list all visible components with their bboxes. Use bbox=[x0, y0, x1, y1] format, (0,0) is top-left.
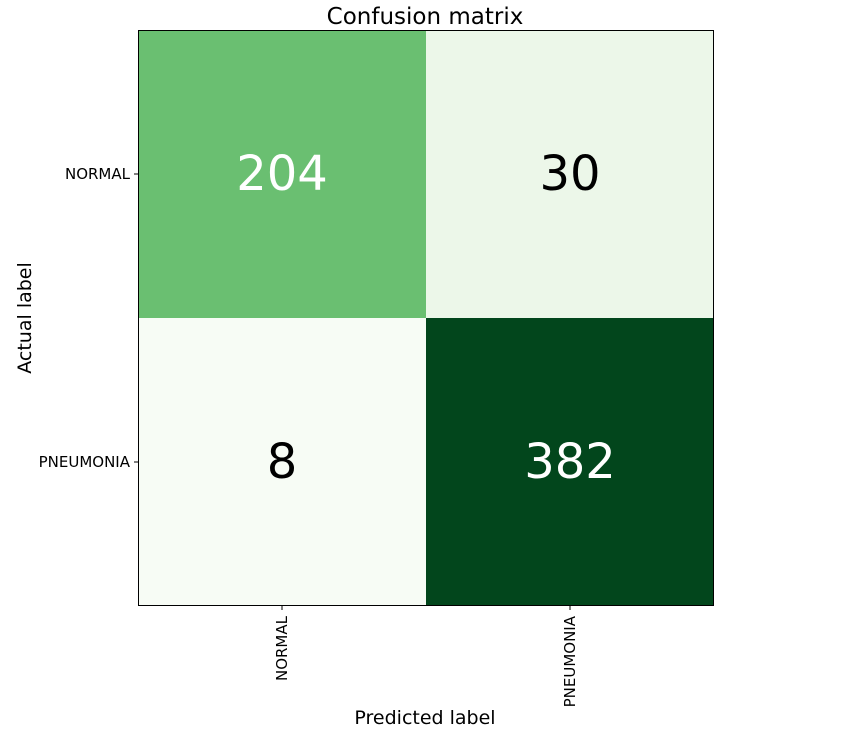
cell-value-0-1: 30 bbox=[539, 146, 600, 202]
y-axis-ticks: NORMAL PNEUMONIA bbox=[39, 165, 138, 471]
plot-frame bbox=[138, 30, 714, 606]
heatmap-cell-0-0 bbox=[138, 30, 426, 318]
cell-value-1-0: 8 bbox=[267, 434, 298, 490]
y-tick-label: PNEUMONIA bbox=[39, 453, 131, 471]
cell-value-0-0: 204 bbox=[236, 146, 328, 202]
cell-value-labels: 204 30 8 382 bbox=[236, 146, 616, 490]
cell-value-1-1: 382 bbox=[524, 434, 616, 490]
heatmap-cell-1-0 bbox=[138, 318, 426, 606]
chart-title: Confusion matrix bbox=[327, 4, 524, 30]
x-tick-label: PNEUMONIA bbox=[561, 615, 579, 707]
heatmap-cells bbox=[138, 30, 714, 606]
x-axis-ticks: NORMAL PNEUMONIA bbox=[273, 606, 579, 707]
y-axis-label: Actual label bbox=[14, 262, 36, 374]
x-tick-label: NORMAL bbox=[273, 615, 291, 681]
y-tick-label: NORMAL bbox=[65, 165, 131, 183]
heatmap-cell-1-1 bbox=[426, 318, 714, 606]
x-axis-label: Predicted label bbox=[354, 707, 495, 729]
heatmap-cell-0-1 bbox=[426, 30, 714, 318]
